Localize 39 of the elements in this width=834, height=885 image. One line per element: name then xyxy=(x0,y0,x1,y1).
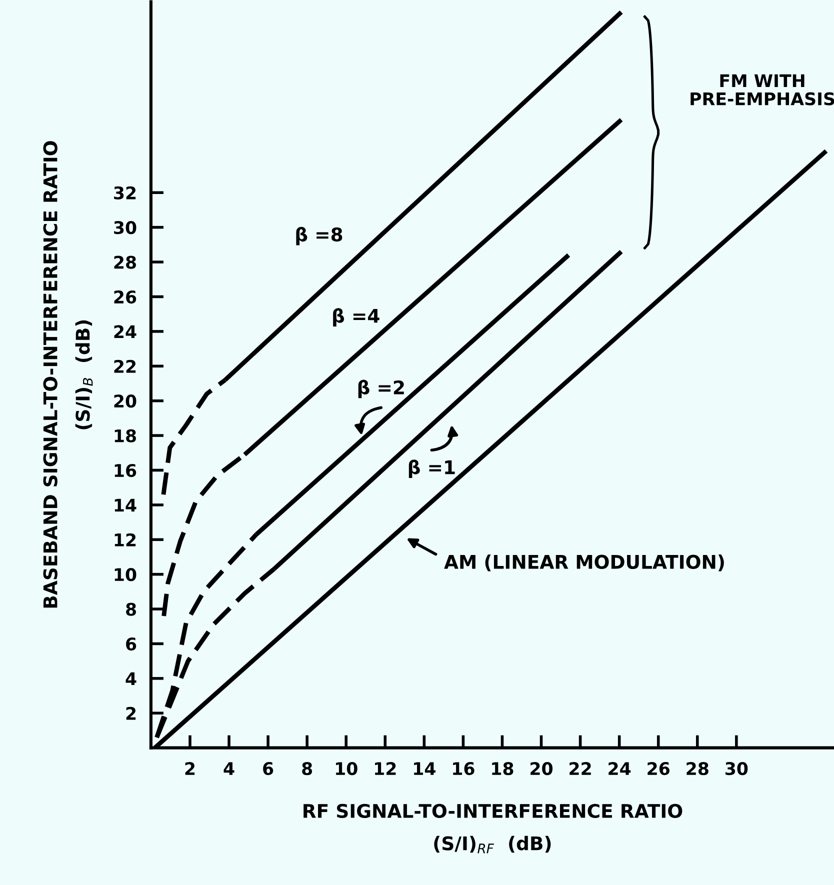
y-tick-label: 20 xyxy=(114,394,136,408)
x-tick-label: 18 xyxy=(492,762,514,776)
y-tick-label: 4 xyxy=(126,672,136,686)
x-tick-label: 8 xyxy=(302,762,312,776)
y-tick-label: 12 xyxy=(114,533,136,546)
y-tick-label: 2 xyxy=(126,706,136,720)
x-tick-label: 22 xyxy=(570,762,591,775)
annotation: β =2 xyxy=(358,380,404,398)
annotation: FM WITH PRE-EMPHASIS xyxy=(690,74,834,106)
text: BASEBAND SIGNAL-TO-INTERFERENCE RATIO (S/I)$_{B}$ (dB) xyxy=(43,141,93,608)
x-tick-label: 2 xyxy=(185,762,195,775)
x-tick-label: 24 xyxy=(608,762,631,775)
y-tick-label: 18 xyxy=(114,429,136,442)
y-tick-label: 28 xyxy=(114,256,136,269)
annotation: β =8 xyxy=(296,226,342,246)
annotation: AM (LINEAR MODULATION) xyxy=(444,554,724,572)
y-tick-label: 16 xyxy=(114,464,136,478)
y-tick-label: 32 xyxy=(114,186,136,200)
y-tick-label: 24 xyxy=(114,325,136,338)
x-axis-title: RF SIGNAL-TO-INTERFERENCE RATIO (S/I)$_{RF}$ (dB) xyxy=(304,804,682,854)
y-tick-label: 26 xyxy=(114,290,136,304)
x-tick-label: 14 xyxy=(414,762,436,775)
x-tick-label: 4 xyxy=(224,762,234,775)
y-tick-label: 8 xyxy=(126,602,136,616)
x-tick-label: 30 xyxy=(726,762,748,776)
y-tick-label: 10 xyxy=(114,568,136,582)
annotation: β =4 xyxy=(333,308,380,327)
x-tick-label: 12 xyxy=(375,762,396,775)
y-tick-label: 30 xyxy=(114,221,136,234)
y-tick-label: 6 xyxy=(126,637,136,651)
annotation: β =1 xyxy=(408,460,455,478)
x-tick-label: 26 xyxy=(648,762,670,776)
x-tick-label: 10 xyxy=(336,762,358,776)
x-tick-label: 20 xyxy=(530,762,553,776)
x-tick-label: 6 xyxy=(263,762,274,776)
x-tick-label: 28 xyxy=(686,762,708,776)
x-tick-label: 16 xyxy=(453,762,474,776)
y-tick-label: 22 xyxy=(114,360,136,373)
y-tick-label: 14 xyxy=(114,498,136,512)
